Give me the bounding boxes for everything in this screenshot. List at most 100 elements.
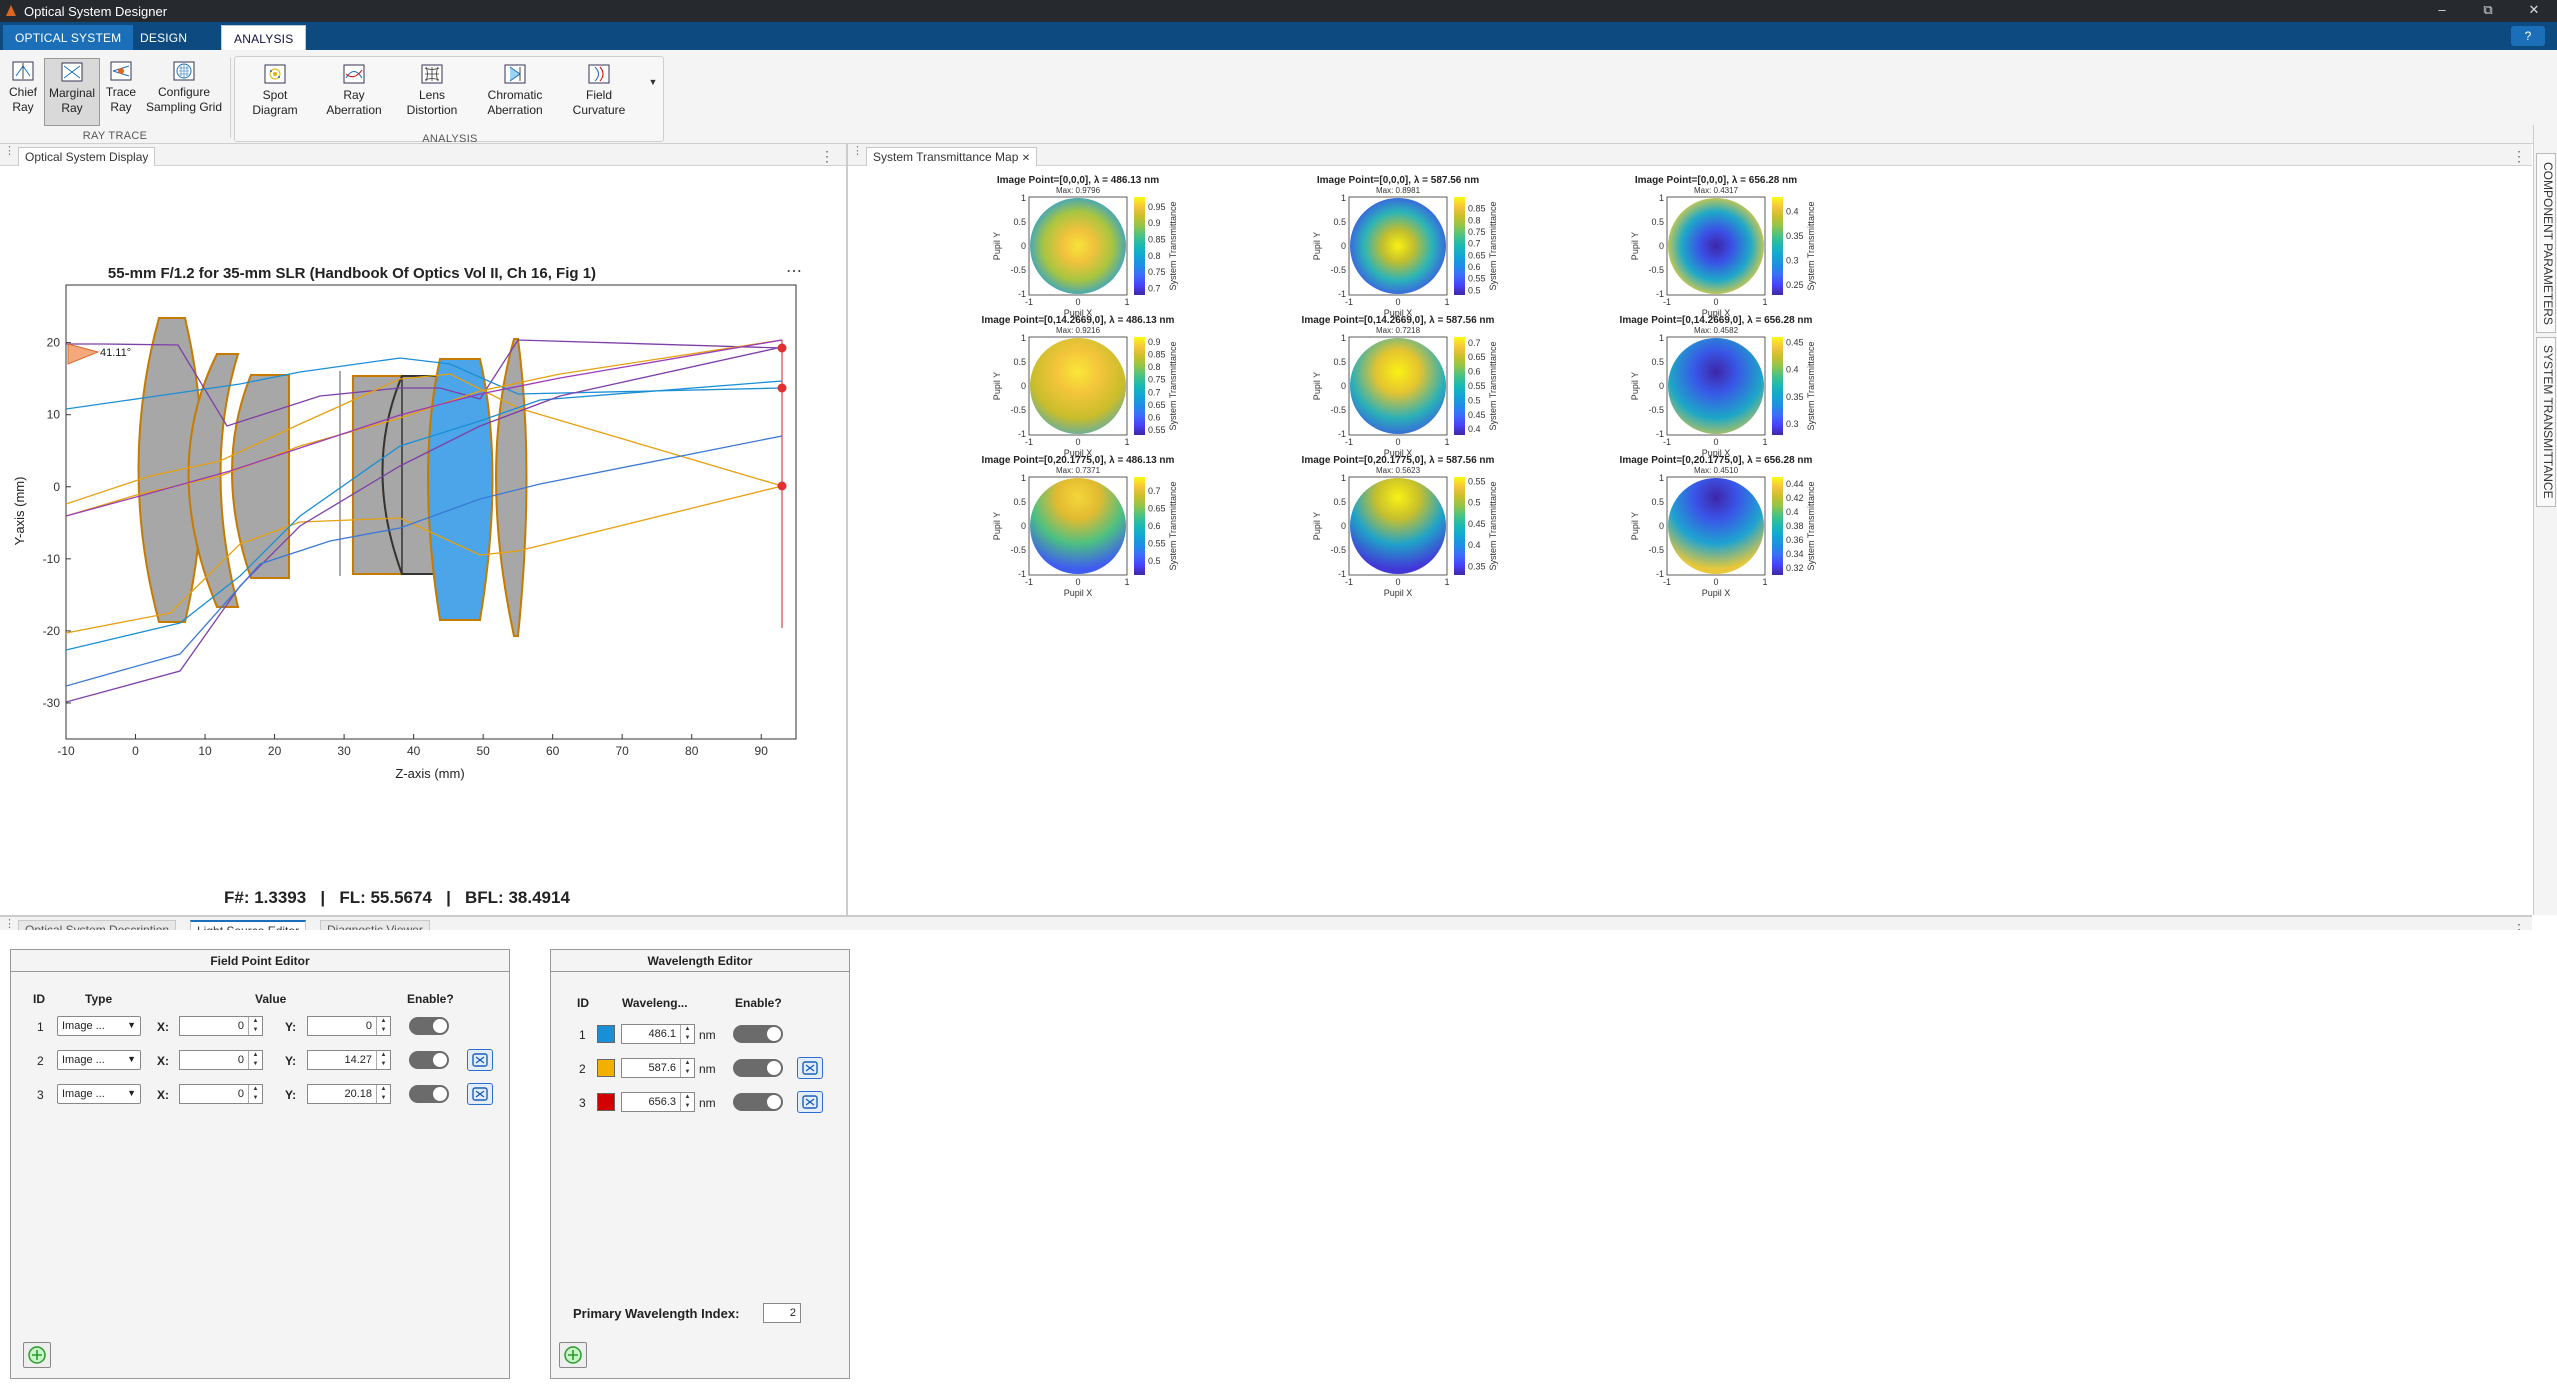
tab-analysis[interactable]: ANALYSIS (221, 25, 307, 50)
tab-system-transmittance[interactable]: SYSTEM TRANSMITTANCE (2536, 337, 2556, 507)
chromatic-aberration-button[interactable]: Chromatic Aberration (477, 61, 553, 118)
spinner-icon[interactable]: ▲ ▼ (248, 1085, 262, 1103)
pupil-y-tick: -0.5 (1330, 405, 1346, 415)
wavelength-color-swatch[interactable] (597, 1059, 615, 1077)
gallery-expand-icon[interactable]: ▼ (648, 77, 658, 87)
field-enable-toggle[interactable] (409, 1017, 449, 1035)
pupil-x-tick: 1 (1444, 577, 1449, 587)
wavelength-enable-toggle[interactable] (733, 1059, 783, 1077)
lens-distortion-button[interactable]: Lens Distortion (401, 61, 463, 118)
horizontal-splitter[interactable] (0, 915, 2532, 917)
pupil-y-tick: 0 (1021, 521, 1026, 531)
field-type-dropdown[interactable]: Image ... ▼ (57, 1084, 141, 1104)
ray-blue-b (66, 380, 783, 651)
spot-label: Spot (262, 88, 288, 102)
wavelength-enable-toggle[interactable] (733, 1025, 783, 1043)
field-x-input[interactable]: 0 ▲ ▼ (179, 1050, 263, 1070)
axes-toolbar-icon[interactable]: ⋯ (786, 263, 802, 280)
y-tick-label: 20 (47, 336, 61, 350)
tab-close-icon[interactable]: ✕ (1021, 153, 1031, 164)
colorbar-tick: 0.8 (1148, 251, 1161, 261)
configure-sampling-grid-button[interactable]: Configure Sampling Grid (142, 58, 226, 115)
spinner-icon[interactable]: ▲ ▼ (680, 1059, 694, 1077)
wavelength-unit: nm (699, 1096, 716, 1110)
delete-field-button[interactable] (467, 1049, 493, 1071)
wavelength-color-swatch[interactable] (597, 1093, 615, 1111)
pupil-x-tick: -1 (1345, 437, 1353, 447)
delete-wavelength-button[interactable] (797, 1057, 823, 1079)
pupil-y-tick: -0.5 (1648, 405, 1664, 415)
tab-design[interactable]: DESIGN (140, 31, 188, 45)
minimize-button[interactable]: – (2438, 2, 2446, 17)
pupil-y-tick: -1 (1656, 569, 1664, 579)
delete-field-button[interactable] (467, 1083, 493, 1105)
spinner-icon[interactable]: ▲ ▼ (376, 1085, 390, 1103)
field-y-input[interactable]: 20.18 ▲ ▼ (307, 1084, 391, 1104)
pupil-x-tick: 0 (1075, 297, 1080, 307)
field-id: 1 (37, 1020, 44, 1034)
field-enable-toggle[interactable] (409, 1085, 449, 1103)
colorbar-tick: 0.55 (1468, 381, 1486, 391)
drag-grip-icon[interactable]: ⋮ (4, 145, 15, 157)
field-x-input[interactable]: 0 ▲ ▼ (179, 1084, 263, 1104)
spinner-icon[interactable]: ▲ ▼ (376, 1051, 390, 1069)
tab-component-parameters[interactable]: COMPONENT PARAMETERS (2536, 153, 2556, 333)
field-type-dropdown[interactable]: Image ... ▼ (57, 1016, 141, 1036)
spinner-icon[interactable]: ▲ ▼ (680, 1093, 694, 1111)
trace-ray-button[interactable]: Trace Ray (102, 58, 140, 115)
colorbar-label: System Transmittance (1806, 341, 1816, 430)
tab-system-transmittance-map[interactable]: System Transmittance Map ✕ (866, 147, 1038, 166)
pupil-x-label: Pupil X (1384, 588, 1413, 598)
transmittance-map: Image Point=[0,20.1775,0], λ = 587.56 nm… (1302, 455, 1498, 598)
field-curvature-button[interactable]: Field Curvature (567, 61, 631, 118)
close-button[interactable]: ✕ (2528, 2, 2540, 17)
wavelength-input[interactable]: 656.3 ▲ ▼ (621, 1092, 695, 1112)
spinner-icon[interactable]: ▲ ▼ (248, 1017, 262, 1035)
spinner-icon[interactable]: ▲ ▼ (680, 1025, 694, 1043)
pupil-heatmap (1668, 338, 1764, 434)
add-wavelength-button[interactable] (559, 1342, 587, 1368)
delete-wavelength-button[interactable] (797, 1091, 823, 1113)
map-title: Image Point=[0,20.1775,0], λ = 587.56 nm (1302, 455, 1495, 466)
colorbar-tick: 0.7 (1148, 387, 1161, 397)
colorbar-label: System Transmittance (1806, 201, 1816, 290)
spinner-icon[interactable]: ▲ ▼ (248, 1051, 262, 1069)
marginal-ray-button[interactable]: Marginal Ray (44, 58, 100, 126)
drag-grip-icon[interactable]: ⋮ (4, 918, 15, 930)
tab-optical-system-display[interactable]: Optical System Display (18, 147, 156, 166)
left-panel-header: ⋮ Optical System Display ⋮ (0, 144, 846, 166)
field-x-input[interactable]: 0 ▲ ▼ (179, 1016, 263, 1036)
lens-layout-plot: 55-mm F/1.2 for 35-mm SLR (Handbook Of O… (12, 263, 802, 781)
drag-grip-icon[interactable]: ⋮ (852, 145, 863, 157)
panel-menu-icon[interactable]: ⋮ (2512, 148, 2526, 164)
ray-aberration-button[interactable]: Ray Aberration (321, 61, 387, 118)
wavelength-color-swatch[interactable] (597, 1025, 615, 1043)
x-tick-label: 30 (337, 744, 351, 758)
pupil-y-tick: -1 (1338, 289, 1346, 299)
tab-optical-system[interactable]: OPTICAL SYSTEM (3, 25, 134, 50)
vertical-splitter[interactable] (846, 144, 848, 915)
field-y-input[interactable]: 0 ▲ ▼ (307, 1016, 391, 1036)
panel-menu-icon[interactable]: ⋮ (820, 148, 834, 164)
wavelength-enable-toggle[interactable] (733, 1093, 783, 1111)
x-tick-label: 90 (755, 744, 769, 758)
field-type-dropdown[interactable]: Image ... ▼ (57, 1050, 141, 1070)
colorbar-tick: 0.75 (1148, 375, 1166, 385)
field-y-value: 20.18 (344, 1088, 372, 1100)
primary-wavelength-input[interactable]: 2 (763, 1303, 801, 1323)
chief-ray-button[interactable]: Chief Ray (4, 58, 42, 115)
wavelength-input[interactable]: 486.1 ▲ ▼ (621, 1024, 695, 1044)
field-enable-toggle[interactable] (409, 1051, 449, 1069)
colorbar-tick: 0.85 (1468, 204, 1486, 214)
colorbar-tick: 0.4 (1468, 540, 1481, 550)
field-y-input[interactable]: 14.27 ▲ ▼ (307, 1050, 391, 1070)
wavelength-input[interactable]: 587.6 ▲ ▼ (621, 1058, 695, 1078)
pupil-x-label: Pupil X (1064, 308, 1093, 318)
spinner-icon[interactable]: ▲ ▼ (376, 1017, 390, 1035)
add-field-button[interactable] (23, 1342, 51, 1368)
pupil-y-tick: 0.5 (1333, 217, 1346, 227)
help-button[interactable]: ? (2511, 26, 2545, 46)
spot-diagram-button[interactable]: Spot Diagram (245, 61, 305, 118)
colorbar-tick: 0.75 (1468, 227, 1486, 237)
maximize-button[interactable]: ⧉ (2483, 2, 2493, 17)
